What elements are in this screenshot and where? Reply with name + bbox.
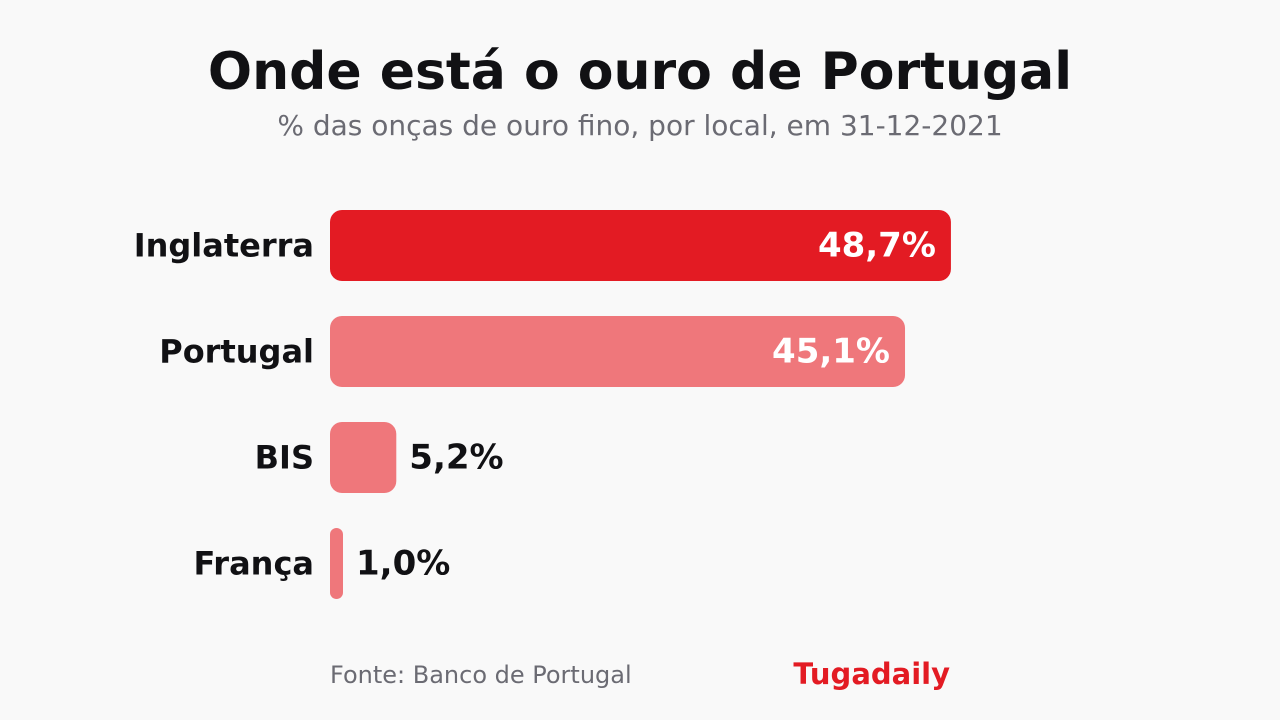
value-label-0: 48,7% — [818, 226, 936, 266]
bar-3 — [330, 528, 343, 599]
bar-1 — [330, 316, 906, 387]
chart-title: Onde está o ouro de Portugal — [207, 42, 1073, 102]
category-label-2: BIS — [255, 439, 314, 477]
category-label-1: Portugal — [159, 333, 314, 371]
value-label-3: 1,0% — [356, 544, 450, 584]
brand-logo-text: Tugadaily — [793, 657, 950, 691]
bar-2 — [330, 422, 397, 493]
value-label-2: 5,2% — [409, 438, 503, 478]
value-label-1: 45,1% — [772, 332, 890, 372]
chart-subtitle: % das onças de ouro fino, por local, em … — [277, 109, 1003, 142]
bar-0 — [330, 210, 951, 281]
source-note: Fonte: Banco de Portugal — [330, 661, 632, 689]
category-label-0: Inglaterra — [134, 227, 314, 265]
category-label-3: França — [193, 545, 314, 583]
